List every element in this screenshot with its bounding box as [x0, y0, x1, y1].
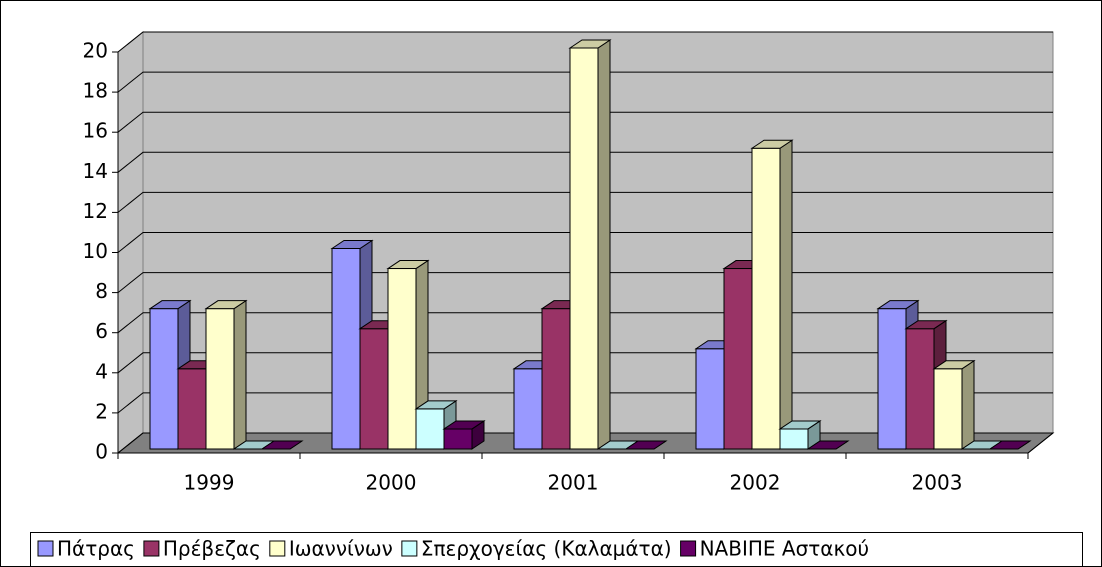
grid-line [117, 31, 1053, 53]
legend: Πάτρας Πρέβεζας Ιωαννίνων Σπερχογείας (Καλα… [30, 532, 1083, 567]
bar-front [541, 308, 571, 450]
bar [568, 39, 612, 450]
bar [386, 259, 430, 450]
grid-line [117, 232, 1053, 253]
bar-front [359, 328, 389, 450]
y-tick-label: 20 [83, 39, 108, 63]
legend-label: Ιωαννίνων [289, 537, 393, 561]
bar [442, 420, 486, 450]
grid-line [117, 111, 1053, 133]
x-tick-label: 2001 [548, 471, 599, 495]
grid-line [117, 151, 1053, 173]
y-tick-label: 4 [95, 359, 108, 383]
y-tick-label: 8 [95, 279, 108, 303]
bar [260, 440, 304, 450]
bar-top [568, 39, 612, 49]
legend-label: Πάτρας [57, 537, 135, 561]
legend-swatch [269, 540, 286, 557]
y-tick-label: 14 [83, 159, 108, 183]
legend-swatch [143, 540, 160, 557]
legend-label: Πρέβεζας [163, 537, 261, 561]
bar-top [624, 440, 668, 450]
bar [624, 440, 668, 450]
bar-front [331, 248, 361, 450]
bar [988, 440, 1032, 450]
bar-front [177, 368, 207, 450]
bar-top [148, 300, 192, 310]
bar-top [876, 300, 920, 310]
bar-side [597, 39, 611, 450]
legend-swatch [37, 540, 54, 557]
x-axis-depth [1027, 432, 1054, 454]
bar-front [205, 308, 235, 450]
bar-front [723, 268, 753, 450]
bar-top [330, 240, 374, 249]
x-tick-label: 2000 [366, 471, 417, 495]
bar-top [904, 320, 948, 330]
bar [750, 139, 794, 450]
y-tick-label: 10 [83, 239, 108, 263]
y-tick-label: 2 [95, 399, 108, 423]
bar [932, 359, 976, 450]
bar-front [387, 268, 417, 450]
bar-front [933, 368, 963, 450]
bar [330, 239, 374, 450]
bar-front [149, 308, 179, 450]
bar-top [988, 440, 1032, 450]
legend-swatch [680, 540, 697, 557]
y-tick-label: 6 [95, 319, 108, 343]
bar-top [806, 440, 850, 450]
y-tick-label: 12 [83, 199, 108, 223]
bar [204, 299, 248, 450]
bar-top [778, 420, 822, 430]
bar-side [779, 139, 793, 450]
bar-top [442, 420, 486, 430]
x-tick-label: 2002 [730, 471, 781, 495]
y-tick-label: 16 [83, 119, 108, 143]
bar-top [414, 400, 458, 410]
legend-swatch [401, 540, 418, 557]
bar-front [443, 428, 473, 450]
legend-label: ΝΑΒΙΠΕ Αστακού [700, 537, 869, 561]
bar-front [877, 308, 907, 450]
bar-side [233, 299, 247, 450]
bar [778, 420, 822, 450]
x-tick-label: 1999 [184, 471, 235, 495]
bar-side [961, 359, 975, 450]
y-tick-label: 0 [95, 440, 108, 464]
bar-top [932, 360, 976, 370]
bar-top [386, 260, 430, 270]
bar-front [905, 328, 935, 450]
bar-top [260, 440, 304, 450]
bar-front [751, 147, 781, 450]
bar-front [695, 348, 725, 450]
grid-line [117, 191, 1053, 213]
legend-label: Σπερχογείας (Καλαμάτα) [421, 537, 672, 561]
grid-line [117, 71, 1053, 93]
y-tick-label: 18 [83, 79, 108, 103]
bar [806, 440, 850, 450]
bar-front [513, 368, 543, 450]
bar-top [750, 139, 794, 149]
bar-front [779, 428, 809, 450]
bar-front [415, 408, 445, 450]
bar-front [569, 47, 599, 450]
bar-top [204, 300, 248, 310]
x-tick-label: 2003 [912, 471, 963, 495]
